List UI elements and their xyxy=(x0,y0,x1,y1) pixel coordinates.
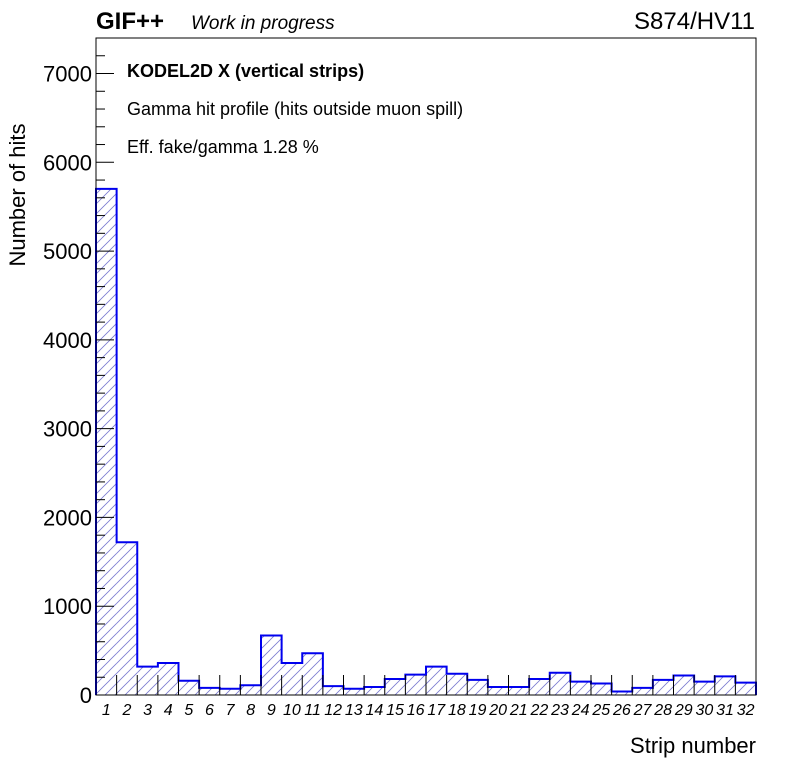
x-tick-label: 30 xyxy=(696,702,714,719)
histogram-bar xyxy=(364,687,385,695)
histogram-bar xyxy=(199,687,220,695)
x-tick-label: 29 xyxy=(674,702,693,719)
histogram-bar xyxy=(178,680,200,695)
histogram-bar xyxy=(611,691,633,695)
x-axis: 1 2 3 4 5 6 7 8 9 10 11 12 13 14 15 16 17 18 19 20 21 22 23 24 2… xyxy=(95,675,757,719)
x-tick-label: 24 xyxy=(571,702,590,719)
histogram-bar xyxy=(508,687,530,695)
x-tick-label: 4 xyxy=(164,702,173,719)
y-tick-label: 3000 xyxy=(43,417,92,442)
histogram-bar xyxy=(281,663,303,695)
x-tick-label: 25 xyxy=(591,702,610,719)
histogram-bar xyxy=(322,686,344,695)
histogram-bar xyxy=(467,679,488,695)
x-tick-label: 6 xyxy=(205,702,214,719)
y-axis: 0 1000 2000 3000 4000 5000 6000 7000 xyxy=(43,37,114,708)
x-tick-label: 20 xyxy=(488,702,507,719)
y-tick-label: 7000 xyxy=(43,62,92,87)
histogram-bar xyxy=(446,673,468,695)
histogram-bar xyxy=(261,635,282,695)
x-tick-label: 28 xyxy=(653,702,672,719)
brand-label: GIF++ xyxy=(96,8,164,35)
x-tick-label: 3 xyxy=(143,702,152,719)
histogram-bar xyxy=(426,666,447,695)
x-tick-label: 23 xyxy=(550,702,569,719)
x-tick-label: 15 xyxy=(386,702,404,719)
histogram-outline xyxy=(95,187,757,695)
histogram-bar xyxy=(694,681,715,695)
histogram-bar xyxy=(487,687,509,695)
histogram-bar xyxy=(549,672,571,695)
histogram-bar xyxy=(384,679,406,695)
histogram-bar xyxy=(137,666,158,695)
histogram-bar xyxy=(96,188,117,695)
x-tick-label: 1 xyxy=(102,702,111,719)
histogram-bars xyxy=(95,187,757,695)
histogram-bar xyxy=(735,682,756,695)
histogram-bar xyxy=(240,685,261,695)
efficiency-note: Eff. fake/gamma 1.28 % xyxy=(127,137,319,157)
histogram-bar xyxy=(714,676,736,695)
x-tick-label: 7 xyxy=(226,702,236,719)
histogram-bar xyxy=(652,679,674,695)
y-tick-label: 1000 xyxy=(43,594,92,619)
profile-description: Gamma hit profile (hits outside muon spi… xyxy=(127,99,463,119)
x-tick-label: 11 xyxy=(304,702,321,719)
histogram-bar xyxy=(405,674,426,695)
x-tick-label: 19 xyxy=(469,702,487,719)
histogram-bar xyxy=(343,688,365,695)
x-tick-label: 31 xyxy=(716,702,734,719)
x-tick-label: 32 xyxy=(737,702,755,719)
histogram-bar xyxy=(116,542,138,695)
histogram-bar xyxy=(529,679,550,695)
x-tick-label: 9 xyxy=(267,702,276,719)
x-tick-label: 21 xyxy=(509,702,528,719)
histogram-bar xyxy=(673,675,695,695)
x-tick-label: 14 xyxy=(366,702,384,719)
histogram-bar xyxy=(632,687,653,695)
x-tick-label: 13 xyxy=(345,702,363,719)
y-tick-label: 4000 xyxy=(43,328,92,353)
x-tick-label: 12 xyxy=(324,702,342,719)
y-tick-label: 0 xyxy=(80,683,92,708)
y-tick-label: 6000 xyxy=(43,150,92,175)
x-tick-label: 26 xyxy=(612,702,631,719)
x-tick-label: 17 xyxy=(427,702,446,719)
y-axis-label: Number of hits xyxy=(5,123,30,266)
histogram-bar xyxy=(157,663,179,695)
x-tick-label: 16 xyxy=(407,702,425,719)
x-tick-label: 5 xyxy=(184,702,193,719)
histogram-bar xyxy=(591,683,612,695)
x-tick-label: 18 xyxy=(448,702,466,719)
x-tick-label: 10 xyxy=(283,702,301,719)
x-tick-label: 2 xyxy=(121,702,131,719)
y-tick-label: 5000 xyxy=(43,239,92,264)
y-tick-label: 2000 xyxy=(43,505,92,530)
status-label: Work in progress xyxy=(191,13,335,34)
x-tick-label: 22 xyxy=(530,702,549,719)
histogram-bar xyxy=(570,681,591,695)
detector-title: KODEL2D X (vertical strips) xyxy=(127,61,364,81)
run-label: S874/HV11 xyxy=(634,8,755,35)
x-tick-label: 27 xyxy=(633,702,653,719)
histogram-bar xyxy=(219,688,241,695)
x-tick-label: 8 xyxy=(246,702,255,719)
x-axis-label: Strip number xyxy=(630,733,756,758)
histogram-bar xyxy=(302,653,323,695)
